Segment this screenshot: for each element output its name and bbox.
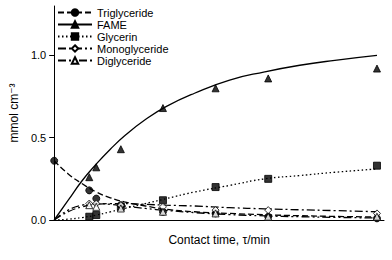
- svg-text:Glycerin: Glycerin: [97, 31, 137, 43]
- svg-text:Triglyceride: Triglyceride: [97, 7, 153, 19]
- svg-text:Diglyceride: Diglyceride: [97, 55, 151, 67]
- svg-text:mmol cm⁻³: mmol cm⁻³: [7, 84, 21, 143]
- svg-text:FAME: FAME: [97, 19, 127, 31]
- svg-text:0.0: 0.0: [31, 214, 46, 226]
- svg-text:1.0: 1.0: [31, 49, 46, 61]
- svg-text:Contact time, τ/min: Contact time, τ/min: [168, 233, 269, 247]
- svg-text:Monoglyceride: Monoglyceride: [97, 43, 169, 55]
- svg-text:0.5: 0.5: [31, 132, 46, 144]
